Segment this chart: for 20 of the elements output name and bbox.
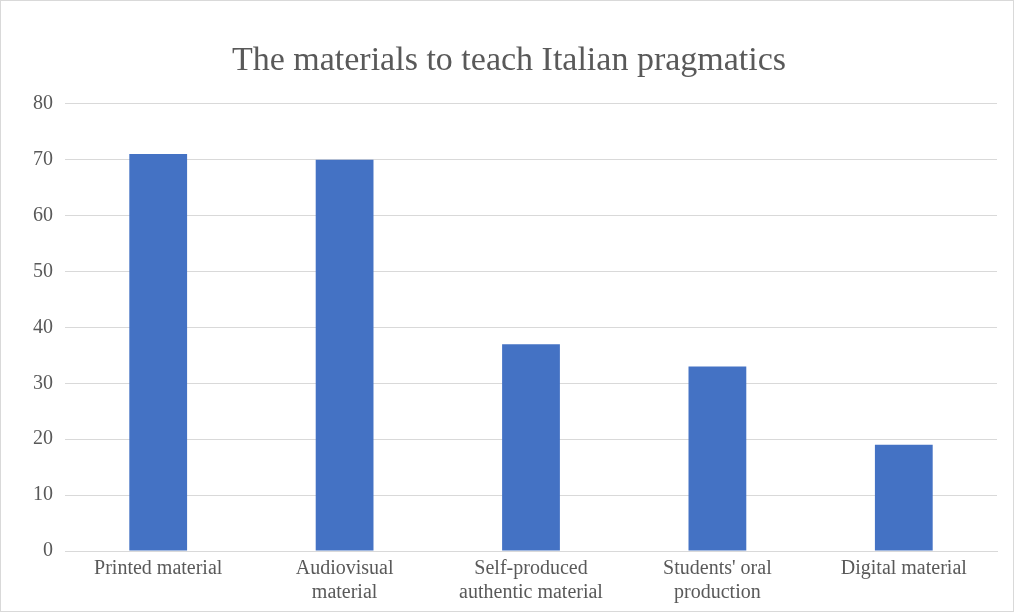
y-tick-label: 0 <box>43 538 53 561</box>
y-tick-label: 60 <box>33 202 53 225</box>
y-tick-label: 40 <box>33 314 53 337</box>
bar <box>688 366 747 551</box>
y-tick-label: 50 <box>33 258 53 281</box>
x-tick-label: Students' oral production <box>663 556 773 604</box>
bar <box>502 344 560 551</box>
y-tick-label: 80 <box>33 91 53 114</box>
y-tick-label: 30 <box>33 370 53 393</box>
bar <box>315 159 374 551</box>
y-tick-label: 20 <box>33 426 53 449</box>
bar <box>874 444 933 551</box>
x-tick-label: Digital material <box>840 556 968 580</box>
chart-title: The materials to teach Italian pragmatics <box>231 40 787 78</box>
x-tick-label: Self-produced authentic material <box>459 556 604 603</box>
y-tick-label: 70 <box>33 146 53 169</box>
x-tick-label: Printed material <box>94 556 223 579</box>
y-tick-label: 10 <box>33 482 53 505</box>
x-tick-label: Audiovisual material <box>295 556 394 603</box>
bar <box>129 154 188 551</box>
